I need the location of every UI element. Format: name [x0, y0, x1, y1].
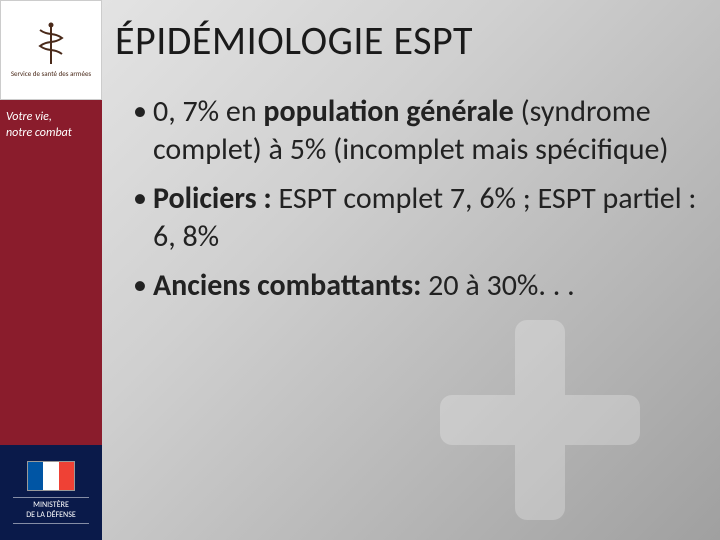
content: ÉPIDÉMIOLOGIE ESPT 0, 7% en population g…: [115, 16, 700, 315]
france-flag-icon: [27, 461, 75, 491]
text-segment: population générale: [263, 93, 513, 130]
text-segment: 20 à 30%. . .: [428, 267, 574, 304]
motto-line2: notre combat: [6, 126, 96, 142]
service-logo-text: Service de santé des armées: [11, 70, 91, 78]
caduceus-icon: [34, 22, 68, 68]
flag-stripe-white: [43, 462, 58, 490]
slide: Service de santé des armées Votre vie, n…: [0, 0, 720, 540]
flag-stripe-red: [59, 462, 74, 490]
sidebar: Service de santé des armées Votre vie, n…: [0, 0, 102, 540]
ministry-text: MINISTÈRE DE LA DÉFENSE: [13, 497, 88, 524]
service-logo-box: Service de santé des armées: [0, 0, 102, 100]
text-segment: 0, 7% en: [153, 93, 263, 130]
text-segment: Policiers :: [153, 180, 278, 217]
list-item: Policiers : ESPT complet 7, 6% ; ESPT pa…: [133, 180, 700, 257]
motto-line1: Votre vie,: [6, 110, 96, 126]
list-item: Anciens combattants: 20 à 30%. . .: [133, 267, 700, 305]
ministry-line2: DE LA DÉFENSE: [13, 511, 88, 521]
list-item: 0, 7% en population générale (syndrome c…: [133, 93, 700, 170]
medical-cross-bg: [440, 320, 640, 520]
ministry-box: MINISTÈRE DE LA DÉFENSE: [0, 445, 102, 540]
flag-stripe-blue: [28, 462, 43, 490]
sidebar-motto: Votre vie, notre combat: [0, 100, 102, 445]
page-title: ÉPIDÉMIOLOGIE ESPT: [115, 16, 700, 65]
text-segment: Anciens combattants:: [153, 267, 428, 304]
bullet-list: 0, 7% en population générale (syndrome c…: [115, 93, 700, 305]
